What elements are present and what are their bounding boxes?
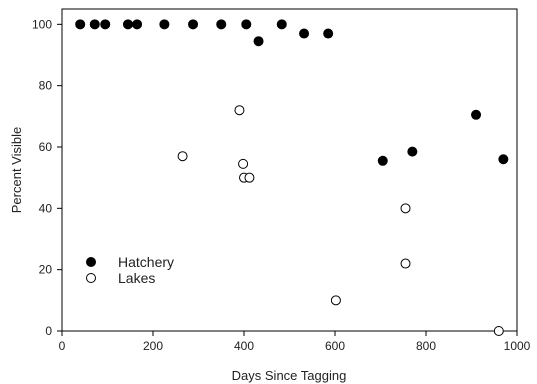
y-tick-label: 80 bbox=[39, 79, 53, 93]
hatchery-point bbox=[132, 19, 143, 30]
legend: Hatchery Lakes bbox=[86, 254, 174, 286]
x-tick-label: 200 bbox=[143, 339, 163, 353]
legend-lakes-marker bbox=[86, 273, 96, 283]
hatchery-point bbox=[188, 19, 199, 30]
x-axis-label: Days Since Tagging bbox=[232, 368, 347, 383]
hatchery-point bbox=[89, 19, 100, 30]
lakes-point bbox=[234, 105, 245, 116]
hatchery-point bbox=[75, 19, 86, 30]
y-tick-label: 40 bbox=[39, 201, 53, 215]
y-tick-label: 100 bbox=[32, 17, 52, 31]
y-tick-label: 20 bbox=[39, 263, 53, 277]
hatchery-point bbox=[323, 28, 334, 39]
hatchery-point bbox=[471, 109, 482, 120]
hatchery-point bbox=[253, 36, 264, 47]
hatchery-point bbox=[216, 19, 227, 30]
y-axis-label: Percent Visible bbox=[9, 127, 24, 213]
legend-hatchery-label: Hatchery bbox=[118, 254, 174, 270]
lakes-point bbox=[400, 203, 411, 214]
y-tick-label: 0 bbox=[45, 324, 52, 338]
lakes-point bbox=[493, 326, 504, 336]
x-tick-label: 600 bbox=[325, 339, 345, 353]
x-tick-label: 0 bbox=[59, 339, 66, 353]
hatchery-point bbox=[407, 146, 418, 157]
plot-frame bbox=[61, 8, 518, 332]
x-tick-label: 800 bbox=[416, 339, 436, 353]
hatchery-point bbox=[299, 28, 310, 39]
hatchery-point bbox=[122, 19, 133, 30]
data-points bbox=[75, 19, 509, 336]
lakes-point bbox=[330, 295, 341, 306]
x-tick-label: 400 bbox=[234, 339, 254, 353]
legend-lakes-label: Lakes bbox=[118, 270, 155, 286]
lakes-point bbox=[244, 172, 255, 183]
lakes-point bbox=[177, 151, 188, 162]
y-axis: 0 20 40 60 80 100 bbox=[32, 17, 62, 338]
hatchery-point bbox=[377, 155, 388, 166]
lakes-point bbox=[238, 158, 249, 169]
x-axis: 0 200 400 600 800 1000 bbox=[59, 331, 531, 353]
hatchery-point bbox=[159, 19, 170, 30]
hatchery-point bbox=[241, 19, 252, 30]
lakes-point bbox=[400, 258, 411, 269]
hatchery-point bbox=[276, 19, 287, 30]
hatchery-point bbox=[100, 19, 111, 30]
hatchery-point bbox=[498, 154, 509, 165]
y-tick-label: 60 bbox=[39, 140, 53, 154]
x-tick-label: 1000 bbox=[504, 339, 531, 353]
legend-hatchery-marker bbox=[86, 257, 96, 267]
